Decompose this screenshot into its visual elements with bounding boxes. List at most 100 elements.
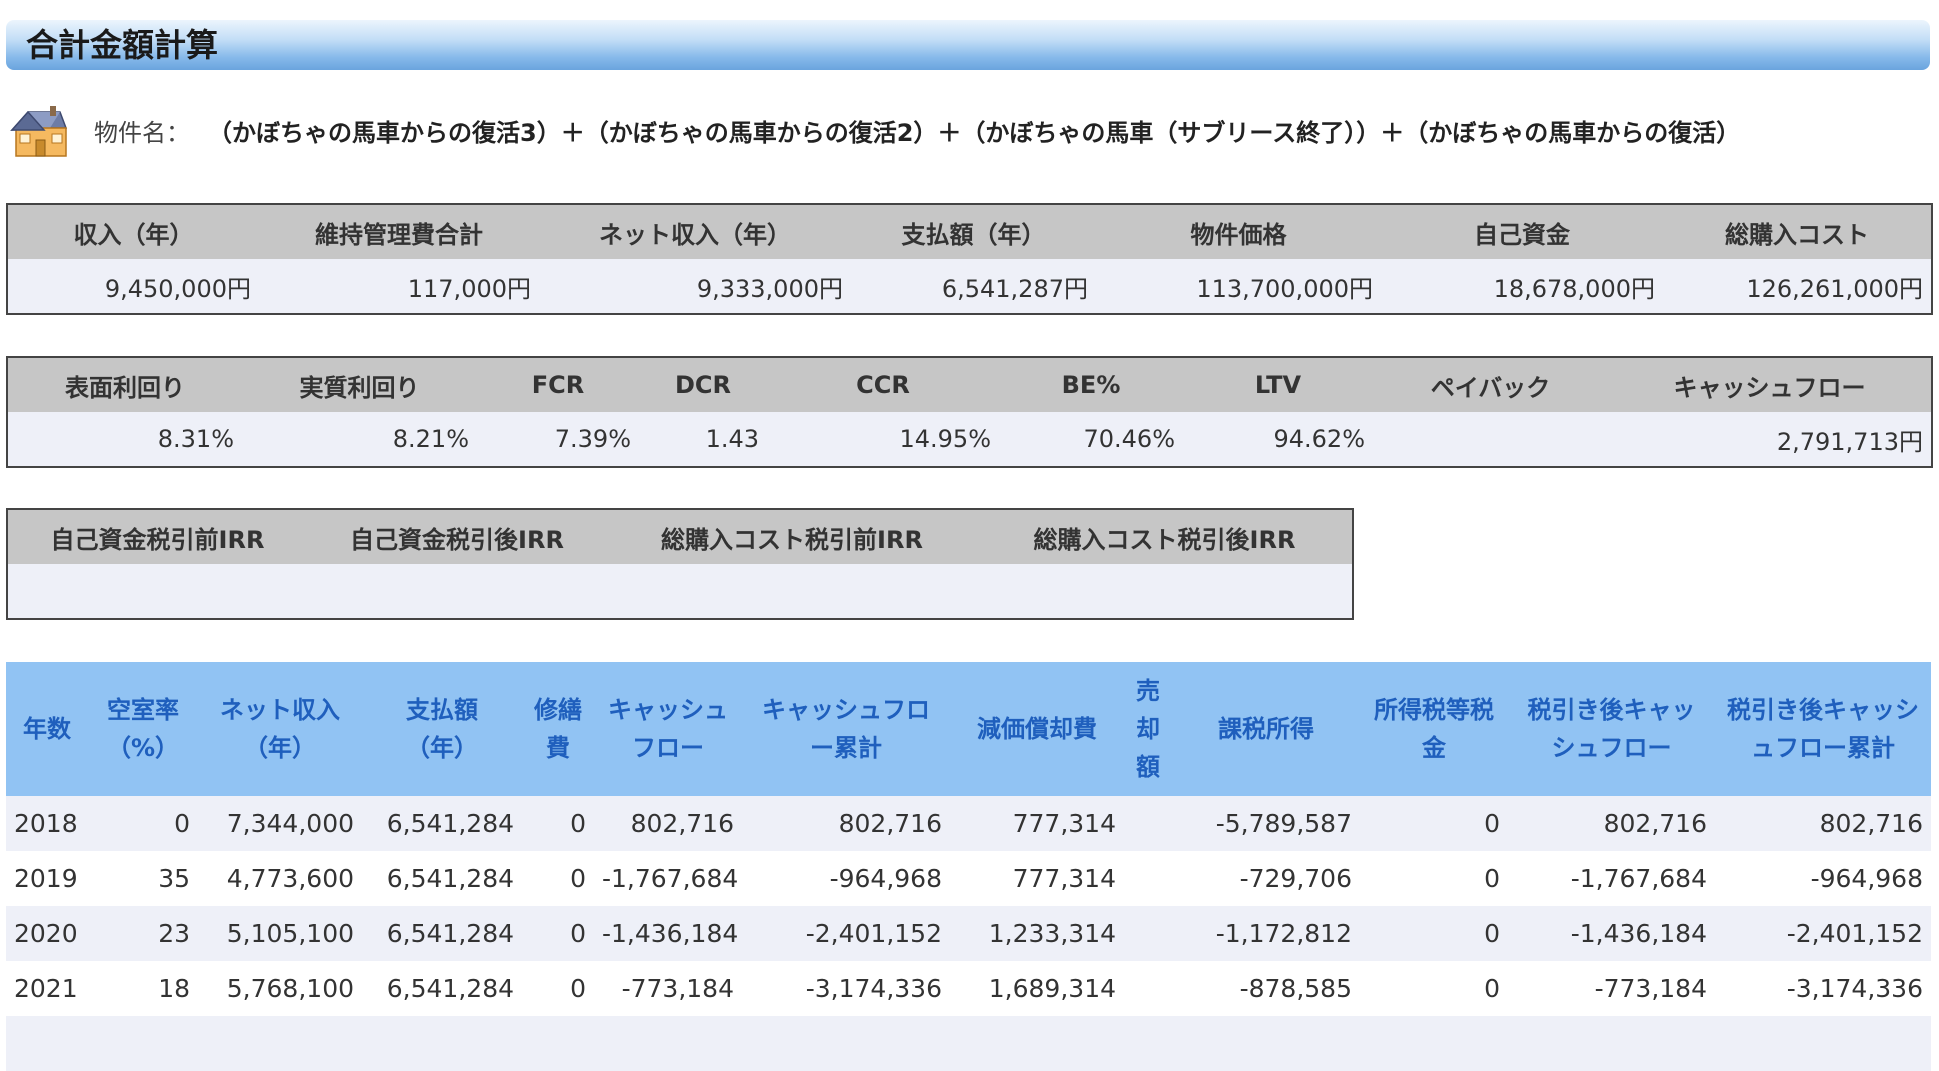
yearly-header-cell: キャッシュフロ ー累計	[742, 662, 950, 796]
table-cell: -1,767,684	[1508, 851, 1715, 906]
summary-header-cell: ペイバック	[1373, 357, 1608, 412]
summary-header-cell: 表面利回り	[7, 357, 242, 412]
table-cell: 802,716	[1715, 796, 1931, 851]
table-cell: 802,716	[1508, 796, 1715, 851]
table-cell: -729,706	[1172, 851, 1360, 906]
summary-value-cell	[607, 564, 977, 619]
table-cell: 0	[522, 961, 594, 1016]
table-row	[6, 1016, 1931, 1071]
table-cell	[1172, 1016, 1360, 1071]
yearly-header-cell: 売却額	[1124, 662, 1172, 796]
table-cell: 4,773,600	[198, 851, 362, 906]
summary-value-cell: 113,700,000円	[1096, 259, 1381, 314]
table-cell: 2020	[6, 906, 88, 961]
table-cell: 0	[1360, 796, 1508, 851]
property-name: （かぼちゃの馬車からの復活3）＋（かぼちゃの馬車からの復活2）＋（かぼちゃの馬車…	[208, 118, 1741, 147]
table-cell: 777,314	[950, 851, 1124, 906]
summary-value-cell: 8.31%	[7, 412, 242, 467]
summary-value-cell: 117,000円	[259, 259, 539, 314]
table-cell	[1508, 1016, 1715, 1071]
table-cell: -2,401,152	[1715, 906, 1931, 961]
yearly-header-text: ュフロー累計	[1751, 734, 1895, 762]
table-cell	[1360, 1016, 1508, 1071]
yearly-header-text: 年数	[23, 715, 71, 743]
table-cell: 0	[88, 796, 198, 851]
table-cell: -1,436,184	[594, 906, 742, 961]
yearly-header-text: 課税所得	[1218, 715, 1314, 743]
page-title: 合計金額計算	[26, 26, 219, 64]
summary-header-cell: 総購入コスト	[1663, 204, 1932, 259]
yearly-header-text: 修繕	[534, 696, 582, 724]
summary-table-irr: 自己資金税引前IRR 自己資金税引後IRR 総購入コスト税引前IRR 総購入コスト税引…	[6, 508, 1354, 620]
page: 合計金額計算 物件名： （かぼちゃの馬車からの復活3）＋（かぼちゃの馬車からの復…	[6, 20, 1933, 1071]
yearly-header-cell: 課税所得	[1172, 662, 1360, 796]
table-cell	[1124, 961, 1172, 1016]
table-cell: -878,585	[1172, 961, 1360, 1016]
summary-header-cell: 維持管理費合計	[259, 204, 539, 259]
table-cell	[594, 1016, 742, 1071]
title-bar: 合計金額計算	[6, 20, 1930, 70]
summary-header-cell: 自己資金	[1381, 204, 1663, 259]
table-cell: 0	[522, 851, 594, 906]
table-cell: 0	[1360, 961, 1508, 1016]
summary-value-cell: 7.39%	[477, 412, 639, 467]
summary-value-cell: 8.21%	[242, 412, 477, 467]
yearly-header-text: 金	[1422, 734, 1446, 762]
summary-header-cell: 自己資金税引前IRR	[7, 509, 307, 564]
yearly-header-text: キャッシュフロ	[762, 696, 930, 724]
table-cell	[522, 1016, 594, 1071]
table-cell: 0	[522, 906, 594, 961]
yearly-header-cell: 空室率 （%）	[88, 662, 198, 796]
yearly-header-cell: 年数	[6, 662, 88, 796]
table-cell	[742, 1016, 950, 1071]
yearly-header-text: ー累計	[810, 734, 882, 762]
yearly-header-text: キャッシュ	[608, 696, 728, 724]
yearly-header-text: 費	[546, 734, 570, 762]
table-cell: -5,789,587	[1172, 796, 1360, 851]
yearly-header-cell: 減価償却費	[950, 662, 1124, 796]
table-row: 2018 0 7,344,000 6,541,284 0 802,716 802,716 77…	[6, 796, 1931, 851]
summary-table-ratios: 表面利回り 実質利回り FCR DCR CCR BE% LTV ペイバック キャッシュフロー 8…	[6, 356, 1933, 468]
house-icon	[10, 106, 68, 157]
yearly-header-cell: 支払額 （年）	[362, 662, 522, 796]
table-cell: 18	[88, 961, 198, 1016]
table-cell	[1124, 906, 1172, 961]
summary-value-cell	[977, 564, 1353, 619]
yearly-header-text: （年）	[406, 734, 478, 762]
summary-value-row: 8.31% 8.21% 7.39% 1.43 14.95% 70.46% 94.62% 2,7…	[7, 412, 1932, 467]
summary-header-cell: 物件価格	[1096, 204, 1381, 259]
yearly-header-cell: 修繕費	[522, 662, 594, 796]
summary-header-cell: ネット収入（年）	[539, 204, 851, 259]
yearly-cashflow-table: 年数 空室率 （%） ネット収入 （年） 支払額 （年） 修繕費キャッシュ フロー キャッシュフロ…	[6, 662, 1931, 1071]
table-cell	[950, 1016, 1124, 1071]
table-cell	[6, 1016, 88, 1071]
yearly-header-text: シュフロー	[1551, 734, 1672, 762]
summary-header-cell: 実質利回り	[242, 357, 477, 412]
yearly-header-cell: 税引き後キャッ シュフロー	[1508, 662, 1715, 796]
table-cell	[1715, 1016, 1931, 1071]
summary-header-row: 自己資金税引前IRR 自己資金税引後IRR 総購入コスト税引前IRR 総購入コスト税引…	[7, 509, 1353, 564]
yearly-header-text: 額	[1136, 753, 1160, 781]
summary-table-income: 収入（年） 維持管理費合計 ネット収入（年） 支払額（年） 物件価格 自己資金 総購入コスト…	[6, 203, 1933, 315]
summary-header-cell: 支払額（年）	[851, 204, 1096, 259]
table-row: 2020 23 5,105,100 6,541,284 0 -1,436,184 -2,40…	[6, 906, 1931, 961]
yearly-header-text: 税引き後キャッシ	[1727, 696, 1919, 724]
table-cell	[1124, 1016, 1172, 1071]
table-cell: 7,344,000	[198, 796, 362, 851]
table-cell: -964,968	[1715, 851, 1931, 906]
table-cell: 777,314	[950, 796, 1124, 851]
table-cell: -1,436,184	[1508, 906, 1715, 961]
yearly-header-cell: ネット収入 （年）	[198, 662, 362, 796]
table-cell: -773,184	[1508, 961, 1715, 1016]
summary-header-row: 収入（年） 維持管理費合計 ネット収入（年） 支払額（年） 物件価格 自己資金 総購入コスト	[7, 204, 1932, 259]
summary-value-cell: 18,678,000円	[1381, 259, 1663, 314]
summary-header-cell: 収入（年）	[7, 204, 259, 259]
table-cell: 6,541,284	[362, 906, 522, 961]
table-cell: -3,174,336	[742, 961, 950, 1016]
table-cell: -964,968	[742, 851, 950, 906]
summary-value-cell: 70.46%	[999, 412, 1183, 467]
summary-value-row: 9,450,000円 117,000円 9,333,000円 6,541,287円 11…	[7, 259, 1932, 314]
table-cell: 0	[522, 796, 594, 851]
table-cell: 2018	[6, 796, 88, 851]
table-cell: 802,716	[742, 796, 950, 851]
